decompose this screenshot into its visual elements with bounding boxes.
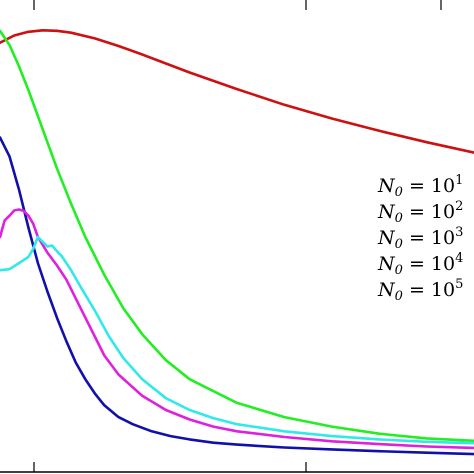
legend-entry-3: N0 = 103 — [377, 225, 463, 252]
legend-entry-equals: = 10 — [403, 227, 455, 249]
legend-entry-equals: = 10 — [403, 253, 455, 275]
legend-entry-equals: = 10 — [403, 201, 455, 223]
series-line-1 — [0, 29, 474, 154]
legend-entry-subscript: 0 — [395, 289, 403, 304]
series-line-4 — [0, 208, 474, 450]
legend-entry-2: N0 = 102 — [377, 199, 463, 226]
legend-entry-superscript: 4 — [455, 251, 463, 266]
series-line-3 — [0, 136, 474, 456]
legend-entry-subscript: 0 — [395, 185, 403, 200]
legend-entry-superscript: 1 — [455, 173, 463, 188]
legend-entry-superscript: 3 — [455, 225, 463, 240]
legend-entry-1: N0 = 101 — [377, 173, 463, 200]
legend-entry-superscript: 5 — [455, 277, 463, 292]
series-layer — [0, 29, 474, 456]
legend-entry-base: N — [377, 253, 396, 275]
legend-entry-base: N — [377, 279, 396, 301]
legend-entry-5: N0 = 105 — [377, 277, 463, 304]
series-line-2 — [0, 29, 474, 443]
legend-entry-superscript: 2 — [455, 199, 463, 214]
series-line-5 — [0, 235, 474, 445]
legend-entry-base: N — [377, 227, 396, 249]
legend-entry-base: N — [377, 175, 396, 197]
legend-entry-4: N0 = 104 — [377, 251, 463, 278]
legend-entry-base: N — [377, 201, 396, 223]
legend-entry-subscript: 0 — [395, 211, 403, 226]
legend-entry-equals: = 10 — [403, 175, 455, 197]
legend-entry-subscript: 0 — [395, 237, 403, 252]
legend-entry-subscript: 0 — [395, 263, 403, 278]
legend-entry-equals: = 10 — [403, 279, 455, 301]
